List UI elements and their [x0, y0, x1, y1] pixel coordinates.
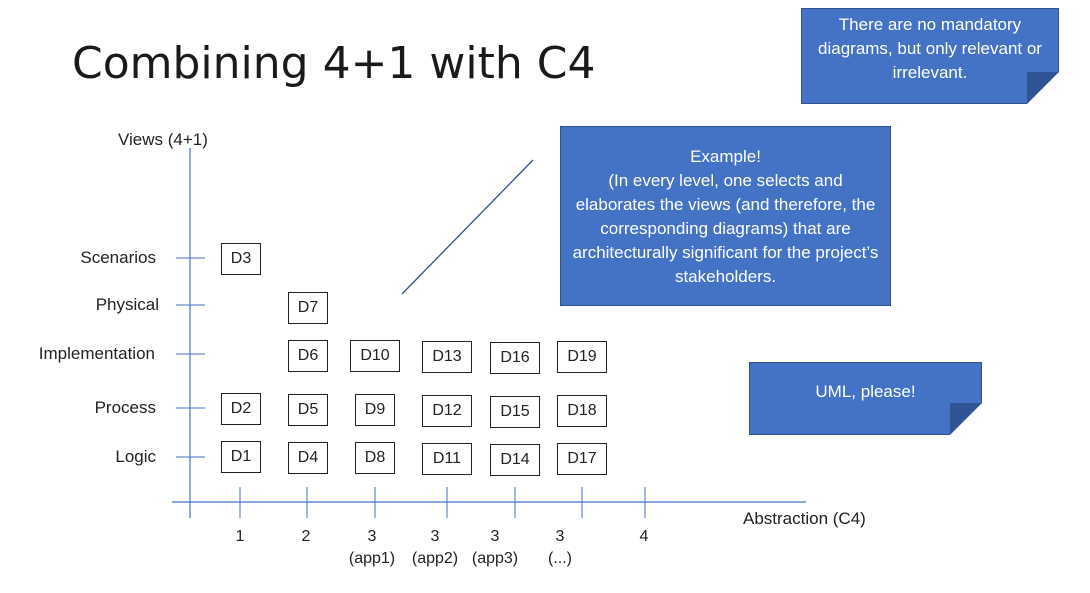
diagram-cell-d10: D10 [350, 340, 400, 372]
note-fold-corner [1027, 72, 1059, 104]
note-example: Example! (In every level, one selects an… [560, 126, 891, 306]
diagram-cell-d8: D8 [355, 442, 395, 474]
diagram-cell-d3: D3 [221, 243, 261, 275]
note-uml: UML, please! [749, 362, 982, 435]
y-axis-title: Views (4+1) [118, 130, 208, 149]
view-label-logic: Logic [115, 447, 156, 466]
diagram-cell-d11: D11 [422, 443, 472, 475]
diagram-cell-d16: D16 [490, 342, 540, 374]
diagram-cell-d18: D18 [557, 395, 607, 427]
x-axis-title: Abstraction (C4) [743, 509, 866, 528]
diagram-cell-d7: D7 [288, 292, 328, 324]
diagram-cell-d2: D2 [221, 393, 261, 425]
diagram-cell-d12: D12 [422, 395, 472, 427]
level-label: 2 [301, 528, 311, 545]
note-text: There are no mandatory diagrams, but onl… [818, 15, 1042, 82]
note-text: Example! (In every level, one selects an… [572, 147, 879, 286]
view-label-physical: Physical [95, 295, 159, 314]
level-label: 3 (...) [548, 528, 572, 567]
diagram-cell-d5: D5 [288, 394, 328, 426]
x-ticks [239, 487, 646, 518]
diagram-cell-d15: D15 [490, 396, 540, 428]
diagram-cell-d1: D1 [221, 441, 261, 473]
diagram-cell-d19: D19 [557, 341, 607, 373]
level-label: 3 (app3) [471, 528, 519, 567]
level-label: 1 [235, 528, 245, 545]
diagram-cell-d14: D14 [490, 444, 540, 476]
level-label: 4 [639, 528, 649, 545]
connector-line [401, 159, 534, 295]
note-no-mandatory-diagrams: There are no mandatory diagrams, but onl… [801, 8, 1059, 104]
view-label-implementation: Implementation [38, 344, 155, 363]
note-text: UML, please! [815, 382, 916, 401]
y-ticks [176, 257, 205, 458]
view-label-scenarios: Scenarios [80, 248, 156, 267]
diagram-cell-d4: D4 [288, 442, 328, 474]
diagram-cell-d13: D13 [422, 341, 472, 373]
slide-title: Combining 4+1 with C4 [72, 38, 596, 89]
diagram-cell-d17: D17 [557, 443, 607, 475]
level-label: 3 (app1) [348, 528, 396, 567]
diagram-cell-d6: D6 [288, 340, 328, 372]
diagram-cell-d9: D9 [355, 394, 395, 426]
level-label: 3 (app2) [411, 528, 459, 567]
view-label-process: Process [94, 398, 156, 417]
note-fold-corner [950, 403, 982, 435]
